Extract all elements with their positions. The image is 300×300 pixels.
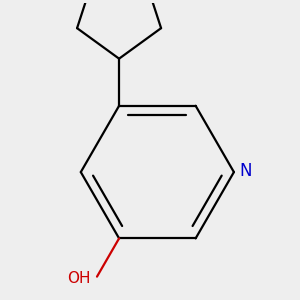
- Text: N: N: [240, 162, 252, 180]
- Text: OH: OH: [68, 271, 91, 286]
